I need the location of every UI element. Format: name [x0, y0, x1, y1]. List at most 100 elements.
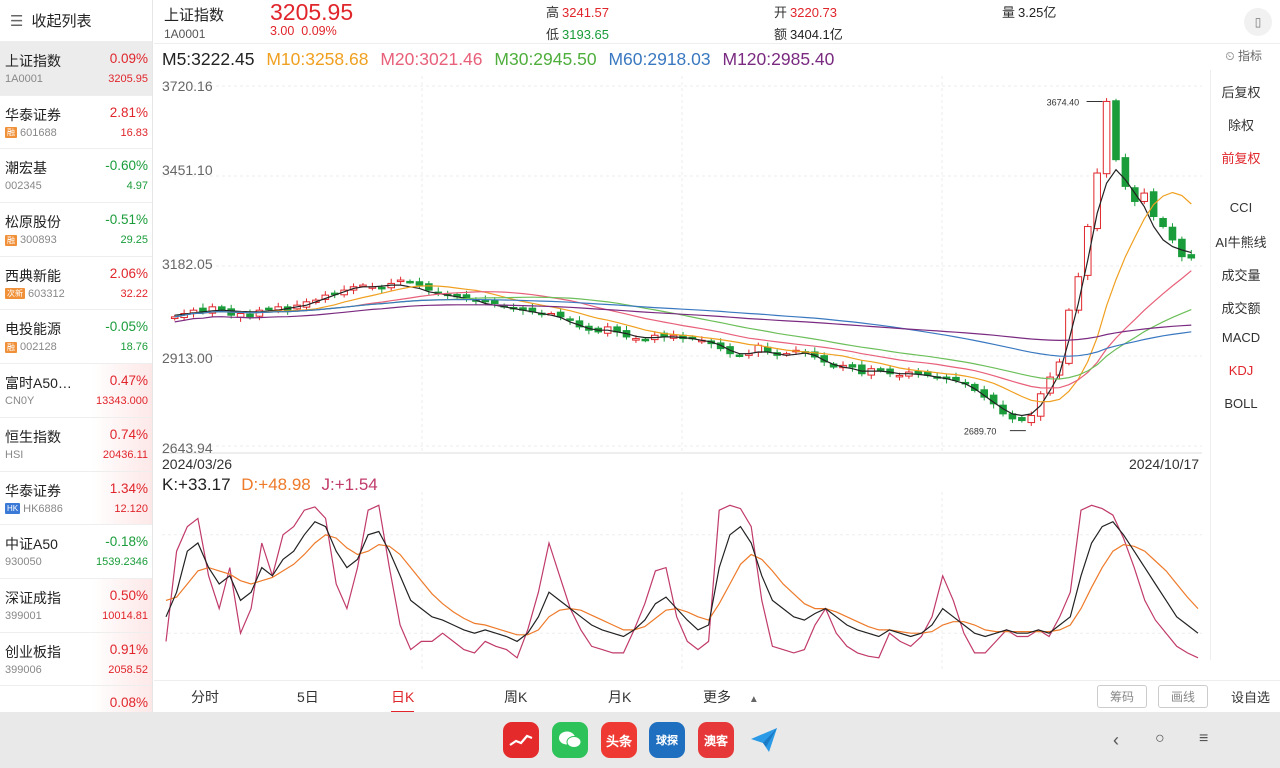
- qiutan-icon[interactable]: 球探: [649, 722, 685, 758]
- tab-more[interactable]: 更多 ▲: [703, 689, 759, 705]
- item-code: 930050: [5, 556, 42, 569]
- watchlist-item[interactable]: 深证成指 0.50% 399001 10014.81: [0, 578, 152, 633]
- indicator-option[interactable]: KDJ: [1228, 363, 1254, 378]
- collapse-list-button[interactable]: ☰ 收起列表: [0, 0, 152, 42]
- stock-app-icon[interactable]: [503, 722, 539, 758]
- item-change-pct: 1.34%: [109, 480, 148, 496]
- ma20-value: M20:3021.46: [380, 49, 483, 69]
- indicator-panel: 后复权除权前复权 CCI AI牛熊线成交量成交额 MACD KDJ BOLL: [1210, 70, 1270, 660]
- item-name: 电投能源: [5, 321, 61, 338]
- watchlist-item[interactable]: 西典新能 2.06% 次新 603312 32.22: [0, 257, 152, 311]
- watchlist-item[interactable]: 潮宏基 -0.60% 002345 4.97: [0, 149, 152, 204]
- ma120-line: [174, 304, 1192, 342]
- item-tag: 融: [5, 341, 17, 353]
- max-price-label: 3674.40: [1047, 97, 1080, 107]
- collapse-icon: ☰: [10, 12, 24, 30]
- candle-body: [1168, 226, 1177, 241]
- tab-monthly-k[interactable]: 月K: [608, 689, 632, 705]
- watchlist-item[interactable]: 富时A50… 0.47% CN0Y 13343.000: [0, 364, 152, 418]
- watchlist-item[interactable]: 华泰证券 1.34% HK HK6886 12.120: [0, 471, 152, 526]
- candle-body: [914, 370, 923, 375]
- candle-body: [632, 338, 640, 341]
- ma30-value: M30:2945.50: [494, 49, 597, 69]
- tab-5day[interactable]: 5日: [297, 689, 319, 705]
- wechat-icon[interactable]: [552, 722, 588, 758]
- candlestick-chart[interactable]: 3674.40 2689.70: [162, 76, 1202, 454]
- recents-nav-icon[interactable]: ≡: [1199, 730, 1209, 747]
- y-tick-5: 2643.94: [162, 440, 213, 456]
- item-change-pct: -0.05%: [105, 319, 148, 335]
- add-favorite-button[interactable]: 设自选: [1230, 690, 1270, 705]
- item-price: 12.120: [114, 502, 148, 515]
- phone-icon: ▯: [1254, 15, 1262, 29]
- indicator-option[interactable]: AI牛熊线: [1215, 235, 1267, 250]
- draw-line-button[interactable]: 画线: [1158, 685, 1208, 708]
- candle-body: [415, 281, 424, 286]
- item-code: 次新 603312: [5, 287, 65, 300]
- indicator-link[interactable]: ⏲ 指标: [1225, 49, 1262, 63]
- send-icon[interactable]: [746, 722, 782, 758]
- watchlist-item[interactable]: 电投能源 -0.05% 融 002128 18.76: [0, 310, 152, 365]
- watchlist-item[interactable]: 恒生指数 0.74% HSI 20436.11: [0, 417, 152, 472]
- item-name: 华泰证券: [5, 106, 61, 123]
- candle-body: [1027, 415, 1036, 424]
- item-name: 松原股份: [5, 214, 61, 231]
- watchlist-item[interactable]: 中证A50 -0.18% 930050 1539.2346: [0, 525, 152, 579]
- toutiao-icon[interactable]: 头条: [601, 722, 637, 758]
- aoke-icon[interactable]: 澳客: [698, 722, 734, 758]
- indicator-icon: ⏲: [1225, 49, 1235, 63]
- stock-name: 上证指数: [164, 7, 225, 24]
- indicator-option[interactable]: MACD: [1221, 330, 1261, 345]
- candle-body: [1065, 309, 1073, 364]
- item-price: 29.25: [120, 234, 148, 247]
- indicator-option[interactable]: 成交量: [1221, 268, 1261, 283]
- home-nav-icon[interactable]: ○: [1155, 730, 1165, 747]
- chip-button[interactable]: 筹码: [1097, 685, 1147, 708]
- item-code: CN0Y: [5, 395, 35, 408]
- indicator-option[interactable]: 除权: [1227, 118, 1254, 133]
- last-price: 3205.95: [270, 0, 354, 25]
- candle-body: [1102, 100, 1111, 175]
- item-name: 富时A50…: [5, 375, 72, 392]
- ma10-line: [174, 191, 1192, 403]
- tab-intraday[interactable]: 分时: [191, 689, 219, 705]
- watchlist-item[interactable]: 创业板指 0.91% 399006 2058.52: [0, 632, 152, 687]
- candle-body: [246, 313, 254, 318]
- indicator-option[interactable]: CCI: [1229, 200, 1253, 215]
- watchlist-item[interactable]: 0.08%: [0, 686, 152, 712]
- candle-body: [895, 374, 904, 378]
- indicator-option[interactable]: 成交额: [1221, 301, 1261, 316]
- item-name: 上证指数: [5, 53, 61, 69]
- candle-body: [1074, 276, 1083, 311]
- indicator-option[interactable]: 后复权: [1221, 85, 1261, 100]
- watchlist-item[interactable]: 松原股份 -0.51% 融 300893 29.25: [0, 203, 152, 257]
- indicator-option[interactable]: BOLL: [1224, 396, 1258, 411]
- candle-body: [1140, 192, 1149, 202]
- kdj-legend: K:+33.17 D:+48.98 J:+1.54: [162, 475, 384, 495]
- item-code: 399001: [5, 609, 42, 622]
- landscape-toggle-button[interactable]: ▯: [1244, 8, 1272, 36]
- item-code: 融 002128: [5, 341, 57, 354]
- tab-daily-k[interactable]: 日K: [391, 687, 415, 713]
- item-change-pct: 2.81%: [109, 104, 148, 120]
- candle-body: [1018, 417, 1026, 422]
- kdj-chart[interactable]: [162, 492, 1202, 670]
- period-tabs: 分时 5日 日K 周K 月K 更多 ▲ 筹码 画线 设自选: [154, 680, 1280, 713]
- high-price: 高 3241.57: [546, 5, 610, 20]
- item-name: 潮宏基: [5, 160, 47, 177]
- ma5-line: [174, 168, 1192, 417]
- candle-body: [1055, 361, 1064, 376]
- back-nav-icon[interactable]: ‹: [1113, 730, 1119, 750]
- item-name: 西典新能: [5, 267, 61, 284]
- candle-body: [406, 280, 414, 284]
- item-tag: 融: [5, 234, 17, 246]
- tab-weekly-k[interactable]: 周K: [504, 689, 528, 705]
- watchlist-item[interactable]: 华泰证券 2.81% 融 601688 16.83: [0, 96, 152, 150]
- watchlist-item[interactable]: 上证指数 0.09% 1A0001 3205.95: [0, 42, 152, 96]
- indicator-option[interactable]: 前复权: [1221, 151, 1261, 166]
- collapse-list-label: 收起列表: [31, 13, 92, 30]
- candle-body: [236, 313, 245, 318]
- item-code: 1A0001: [5, 73, 43, 85]
- item-price: 3205.95: [108, 73, 148, 85]
